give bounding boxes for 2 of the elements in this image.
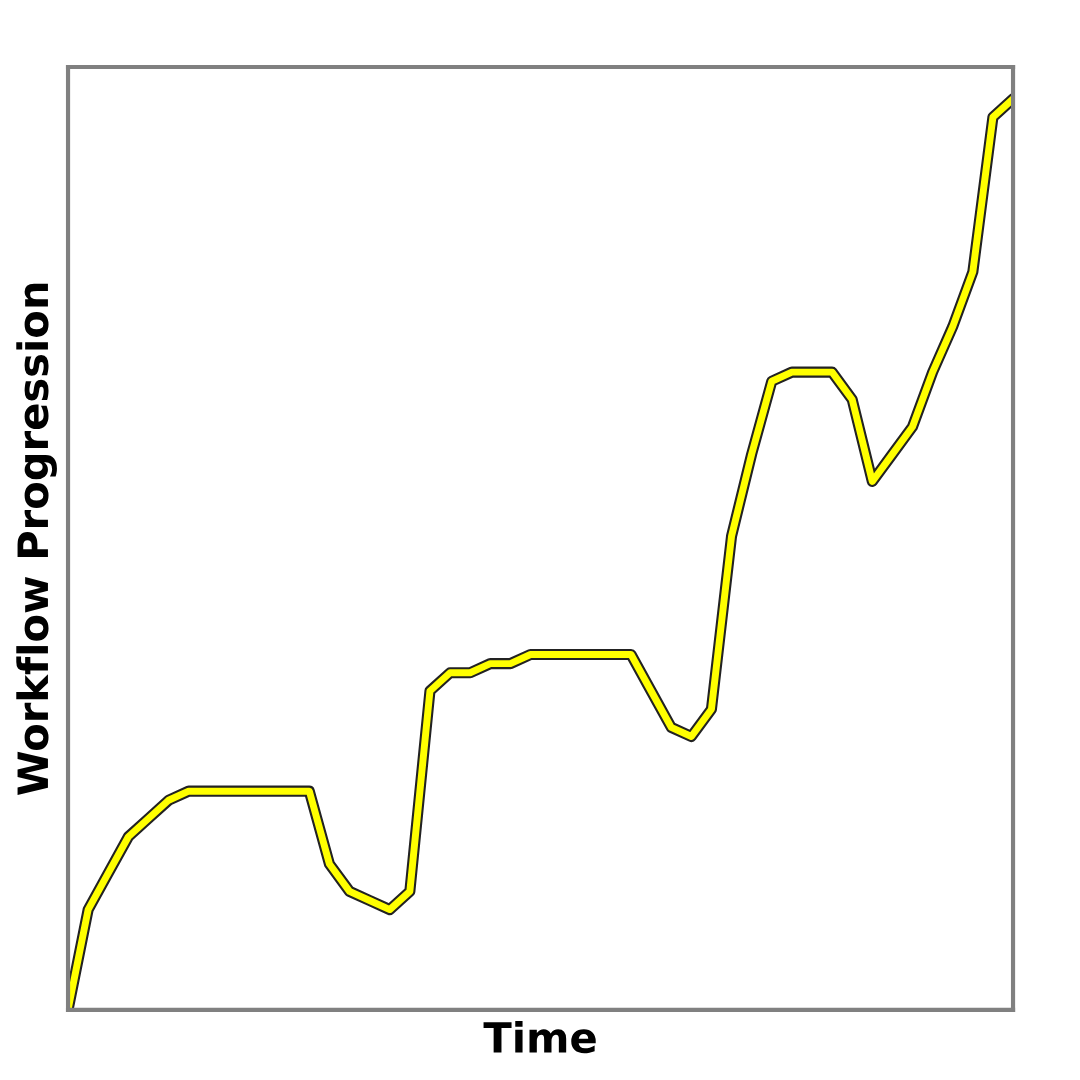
y-axis-title: Workflow Progression — [16, 283, 57, 796]
x-axis-title: Time — [483, 1020, 596, 1054]
